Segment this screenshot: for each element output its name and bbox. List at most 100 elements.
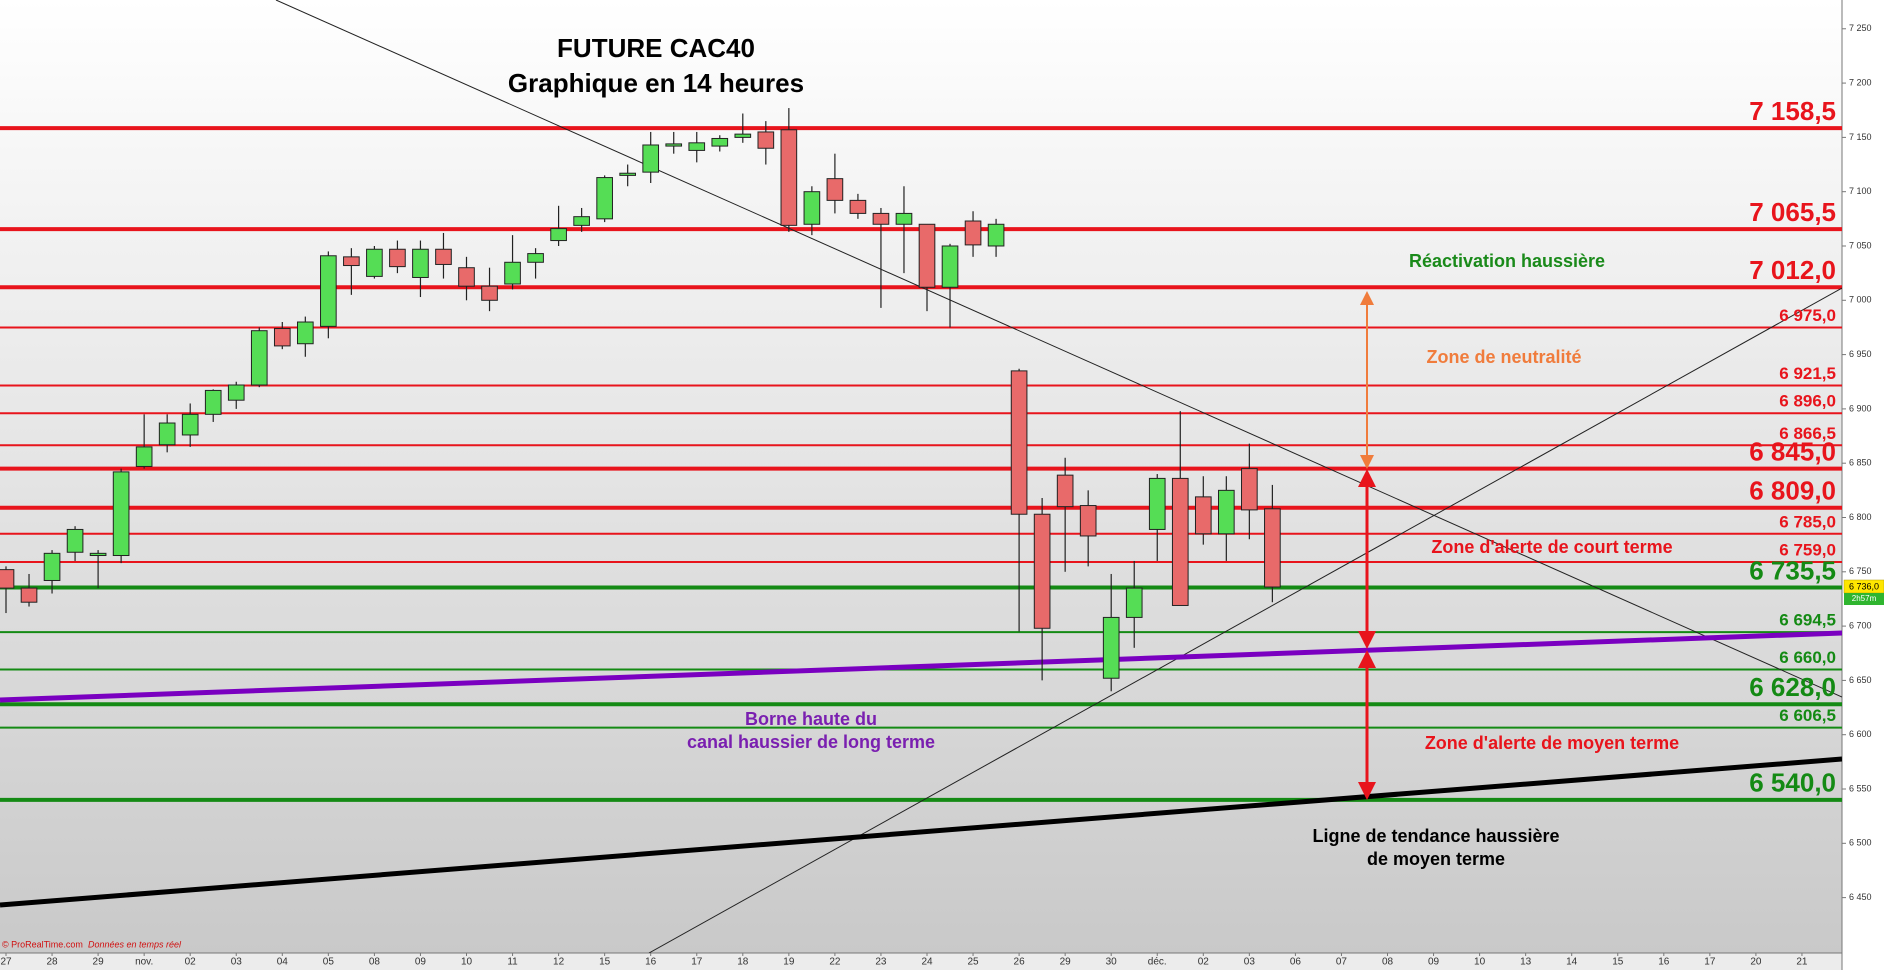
candle-body	[273, 328, 291, 347]
level-label: 7 158,5	[1749, 96, 1836, 126]
x-tick-label: 02	[185, 957, 197, 968]
candle-body	[320, 255, 337, 327]
candles	[0, 108, 1281, 692]
x-axis-background	[0, 953, 1842, 970]
level-label: 6 921,5	[1779, 364, 1836, 383]
candle-body	[481, 285, 498, 301]
candle-body	[596, 177, 613, 220]
x-tick-label: 28	[46, 957, 58, 968]
candle-body	[780, 129, 798, 226]
y-tick-label: 7 250	[1849, 23, 1872, 33]
y-tick-label: 7 000	[1849, 295, 1872, 305]
level-label: 6 845,0	[1749, 437, 1836, 467]
annotation: de moyen terme	[1367, 849, 1505, 869]
candle-body	[366, 248, 383, 277]
level-label: 6 660,0	[1779, 648, 1836, 667]
last-price-label: 6 736,0	[1849, 581, 1879, 591]
candle-body	[412, 248, 429, 278]
candle-body	[573, 216, 590, 226]
source: © ProRealTime.com	[2, 939, 83, 949]
x-tick-label: 14	[1566, 957, 1578, 968]
x-tick-label: 10	[1474, 957, 1486, 968]
x-tick-label: 29	[93, 957, 105, 968]
level-label: 6 606,5	[1779, 706, 1836, 725]
candle-body	[527, 253, 544, 263]
candle-body	[204, 389, 222, 415]
candle-body	[550, 228, 567, 242]
axis-background	[1842, 0, 1884, 970]
drawings	[0, 0, 1842, 953]
candle-body	[872, 212, 890, 225]
annotation: Zone d'alerte de court terme	[1431, 537, 1672, 557]
candle-body	[1241, 468, 1258, 511]
x-tick-label: 24	[921, 957, 933, 968]
source-note: Données en temps réel	[88, 939, 182, 949]
x-tick-label: 11	[507, 957, 518, 968]
level-label: 6 694,5	[1779, 611, 1836, 630]
candle-body	[389, 248, 406, 268]
x-tick-label: déc.	[1148, 957, 1167, 968]
candle-body	[688, 142, 706, 151]
level-label: 6 735,5	[1749, 555, 1836, 585]
y-tick-label: 6 900	[1849, 403, 1872, 413]
x-tick-label: 03	[231, 957, 243, 968]
trend-line	[0, 756, 1842, 908]
annotation: canal haussier de long terme	[687, 732, 935, 752]
x-tick-label: 08	[369, 957, 381, 968]
candle-body	[435, 248, 452, 265]
level-label: 6 809,0	[1749, 476, 1836, 506]
candle-body	[711, 137, 729, 147]
candle-body	[250, 330, 268, 386]
x-tick-label: 18	[737, 957, 749, 968]
annotation: Zone de neutralité	[1426, 347, 1581, 367]
candle-body	[504, 261, 521, 285]
candle-body	[66, 528, 84, 553]
candle-body	[158, 422, 176, 446]
level-label: 7 012,0	[1749, 255, 1836, 285]
x-tick-label: 23	[875, 957, 887, 968]
x-tick-label: 13	[1520, 957, 1532, 968]
level-label: 6 540,0	[1749, 768, 1836, 798]
x-tick-label: 22	[829, 957, 841, 968]
candle-body	[1102, 616, 1120, 679]
channel-line	[0, 630, 1842, 703]
candle-body	[1171, 477, 1189, 606]
x-tick-label: 15	[1612, 957, 1624, 968]
x-tick-label: 15	[599, 957, 611, 968]
x-tick-label: 02	[1198, 957, 1210, 968]
candle-body	[43, 552, 61, 581]
annotation: Ligne de tendance haussière	[1312, 826, 1559, 846]
y-tick-label: 7 100	[1849, 186, 1872, 196]
candle-body	[1194, 496, 1212, 535]
candle-body	[89, 552, 107, 557]
candle-body	[734, 133, 752, 138]
candle-body	[227, 384, 245, 401]
level-label: 6 866,5	[1779, 424, 1836, 443]
candle-body	[296, 321, 314, 345]
x-tick-label: 07	[1336, 957, 1348, 968]
x-tick-label: 26	[1014, 957, 1026, 968]
candle-body	[1264, 508, 1281, 588]
chart-subtitle: Graphique en 14 heures	[508, 68, 804, 98]
candle-body	[895, 212, 913, 225]
candle-body	[181, 413, 199, 436]
x-tick-label: 06	[1290, 957, 1302, 968]
candle-body	[964, 220, 982, 246]
candle-body	[20, 587, 38, 603]
y-tick-label: 6 600	[1849, 729, 1872, 739]
trend-line	[648, 287, 1842, 953]
x-tick-label: 30	[1106, 957, 1118, 968]
y-tick-label: 6 850	[1849, 458, 1872, 468]
candle-body	[1148, 477, 1166, 530]
x-tick-label: 12	[553, 957, 565, 968]
candle-body	[1033, 513, 1051, 629]
x-tick-label: 05	[323, 957, 335, 968]
plot-background	[0, 0, 1842, 953]
y-tick-label: 6 500	[1849, 838, 1872, 848]
candle-body	[1217, 489, 1235, 535]
chart-title: FUTURE CAC40	[557, 33, 755, 63]
x-tick-label: 09	[415, 957, 427, 968]
level-label: 6 896,0	[1779, 392, 1836, 411]
